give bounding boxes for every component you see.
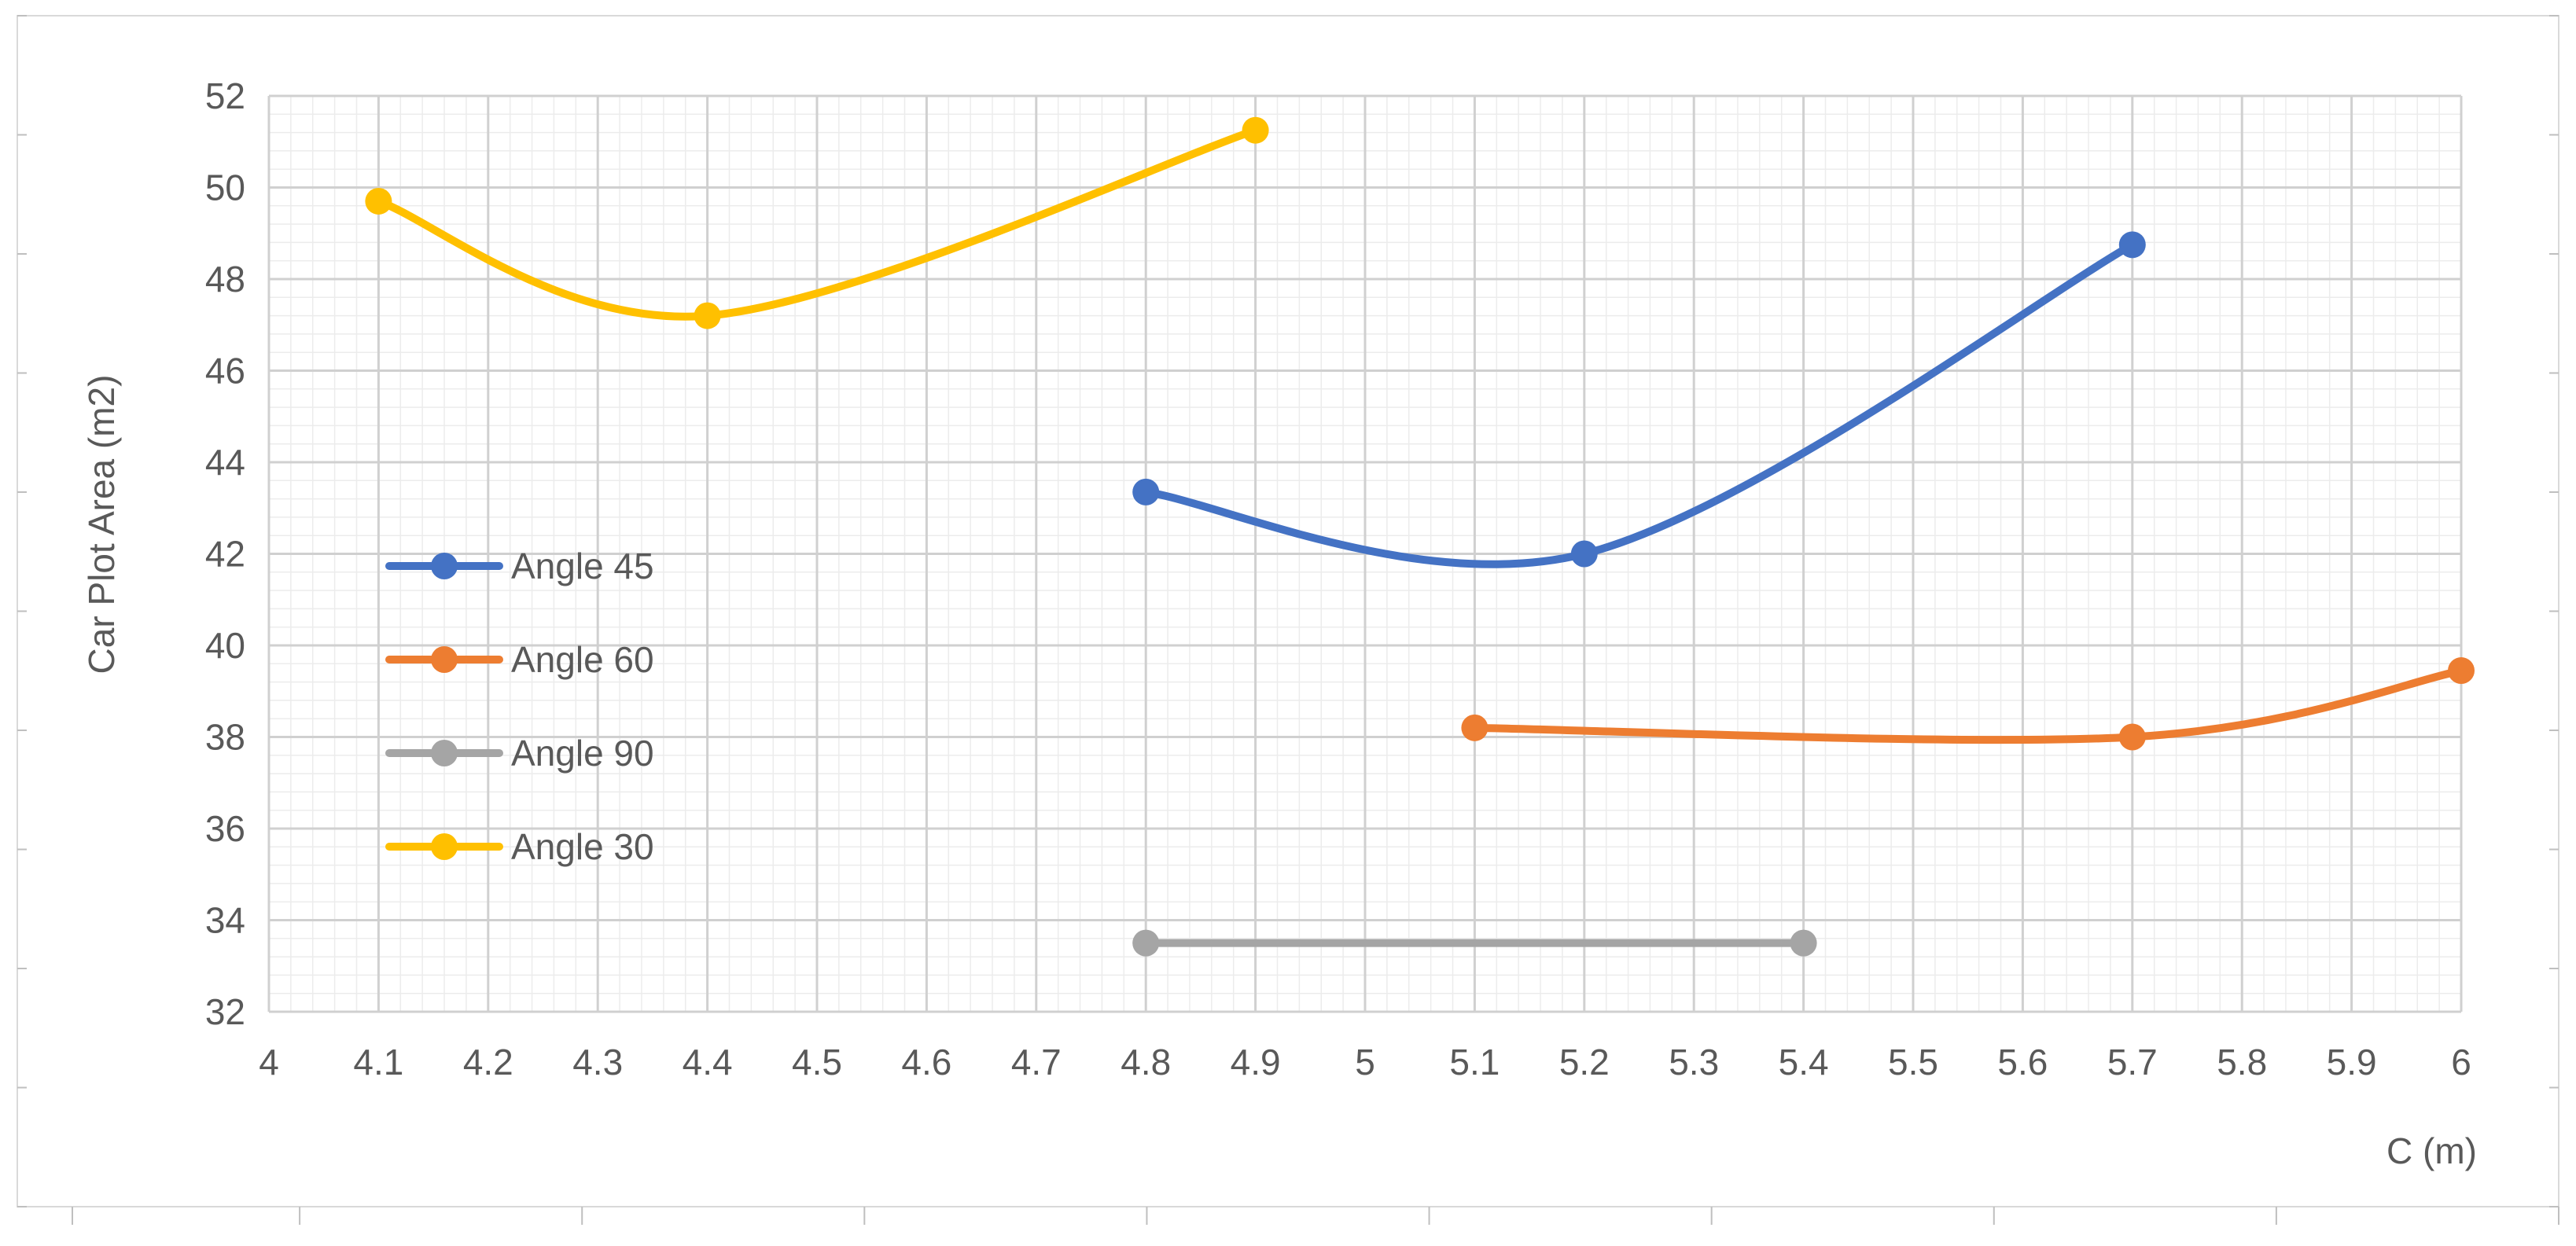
series-layer: [365, 116, 2475, 957]
y-tick-label: 40: [205, 625, 245, 666]
series-angle-60: [1461, 657, 2475, 751]
x-tick-label: 4.8: [1121, 1042, 1171, 1082]
x-tick-label: 5.8: [2217, 1042, 2267, 1082]
legend-label: Angle 60: [511, 639, 654, 680]
x-tick-label: 4.4: [683, 1042, 733, 1082]
data-point-angle-90: [1790, 929, 1817, 957]
x-tick-label: 5.3: [1669, 1042, 1719, 1082]
x-tick-label: 4.3: [572, 1042, 623, 1082]
y-tick-label: 50: [205, 167, 245, 208]
legend-swatch-marker: [431, 833, 458, 860]
legend-label: Angle 90: [511, 733, 654, 774]
chart-border: [17, 15, 2559, 1207]
x-axis-label: C (m): [2386, 1130, 2477, 1171]
y-tick-label: 34: [205, 900, 245, 941]
series-line-angle-30: [374, 126, 1260, 321]
series-line-angle-45: [1142, 241, 2136, 568]
y-tick-label: 32: [205, 991, 245, 1032]
data-point-angle-30: [365, 187, 392, 215]
data-point-angle-45: [1570, 540, 1598, 568]
data-point-angle-30: [694, 302, 721, 329]
data-point-angle-45: [1132, 478, 1160, 505]
y-tick-label: 48: [205, 259, 245, 300]
legend-item: Angle 45: [385, 546, 654, 586]
x-tick-label: 5.6: [1997, 1042, 2048, 1082]
x-tick-label: 4.2: [463, 1042, 513, 1082]
data-point-angle-60: [1461, 714, 1489, 741]
y-tick-label: 42: [205, 534, 245, 575]
data-point-angle-30: [1242, 116, 1269, 144]
x-tick-label: 5.5: [1888, 1042, 1938, 1082]
y-tick-label: 44: [205, 442, 245, 483]
series-angle-30: [365, 116, 1269, 329]
series-angle-90: [1132, 929, 1817, 957]
legend-label: Angle 45: [511, 546, 654, 586]
series-angle-45: [1132, 231, 2146, 568]
x-tick-label: 4.6: [901, 1042, 951, 1082]
legend: Angle 45 Angle 60 Angle 90 Angle 30: [385, 546, 654, 867]
legend-item: Angle 30: [385, 826, 654, 867]
legend-label: Angle 30: [511, 826, 654, 867]
legend-item: Angle 60: [385, 639, 654, 680]
x-tick-label: 5.7: [2107, 1042, 2158, 1082]
x-tick-label: 6: [2451, 1042, 2471, 1082]
y-axis-tick-labels: 32 34 36 38 40 42 44 46 48 50 52: [205, 75, 245, 1032]
y-tick-label: 46: [205, 351, 245, 391]
x-axis-tick-labels: 4 4.1 4.2 4.3 4.4 4.5 4.6 4.7 4.8 4.9 5 5.1 5.2 5.3 5.…: [259, 1042, 2471, 1082]
x-tick-label: 4: [259, 1042, 279, 1082]
x-tick-label: 4.7: [1011, 1042, 1062, 1082]
x-tick-label: 5.4: [1779, 1042, 1829, 1082]
x-tick-label: 5.2: [1559, 1042, 1610, 1082]
x-tick-label: 4.9: [1231, 1042, 1281, 1082]
chart-frame: [17, 15, 2559, 1225]
legend-swatch-marker: [431, 740, 458, 766]
y-axis-label: Car Plot Area (m2): [81, 375, 122, 674]
x-tick-label: 4.5: [792, 1042, 842, 1082]
data-point-angle-60: [2118, 723, 2146, 751]
y-tick-label: 36: [205, 808, 245, 849]
y-tick-label: 52: [205, 75, 245, 116]
legend-swatch-marker: [431, 646, 458, 673]
x-tick-label: 5.9: [2327, 1042, 2377, 1082]
y-tick-label: 38: [205, 717, 245, 758]
series-line-angle-60: [1470, 667, 2465, 744]
x-tick-label: 5.1: [1449, 1042, 1500, 1082]
data-point-angle-60: [2448, 657, 2475, 685]
legend-item: Angle 90: [385, 733, 654, 774]
data-point-angle-45: [2118, 231, 2146, 259]
data-point-angle-90: [1132, 929, 1160, 957]
x-tick-label: 4.1: [353, 1042, 403, 1082]
major-gridlines: [267, 94, 2463, 1013]
x-tick-label: 5: [1355, 1042, 1375, 1082]
legend-swatch-marker: [431, 553, 458, 579]
